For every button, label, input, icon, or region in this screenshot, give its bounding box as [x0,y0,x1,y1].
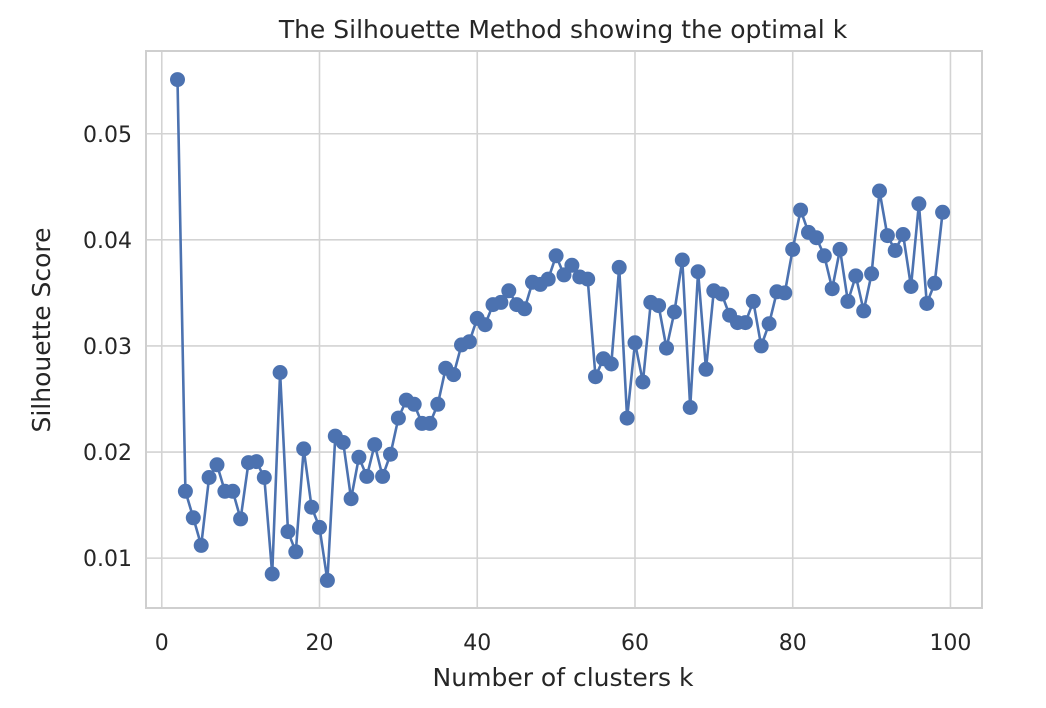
data-point [737,315,753,331]
data-point [698,361,714,377]
data-point [367,437,383,453]
data-point [548,248,564,264]
data-point [383,446,398,462]
x-tick-label: 100 [929,631,971,656]
data-point [304,499,320,515]
data-point [674,252,690,268]
data-point [611,259,627,275]
data-point [359,468,375,484]
data-point [225,483,241,499]
data-point [895,227,911,242]
data-point [911,196,927,212]
data-point [753,338,769,354]
data-point [761,316,777,332]
data-point [903,279,919,294]
data-point [501,283,517,299]
data-point [540,271,556,287]
data-point [690,264,706,280]
data-point [785,241,801,257]
data-point [335,435,351,450]
data-point [343,491,359,507]
data-point [296,441,312,457]
data-point [887,243,903,258]
data-point [177,483,193,499]
data-point [745,293,761,309]
data-point [793,202,809,218]
data-point [406,396,422,412]
data-point [935,204,951,220]
data-point [666,304,682,320]
chart-title: The Silhouette Method showing the optima… [278,15,848,44]
data-point [832,241,848,257]
x-axis-label: Number of clusters k [433,663,694,692]
data-point [603,356,619,372]
data-point [422,415,438,431]
data-point [840,293,856,309]
data-point [477,317,493,333]
x-tick-label: 40 [463,631,491,656]
data-point [233,511,249,527]
data-point [808,230,824,246]
y-tick-label: 0.04 [83,229,132,254]
plot-frame [145,50,983,609]
data-point [390,410,406,426]
data-point [588,369,603,385]
y-tick-label: 0.05 [83,123,132,148]
data-point [651,298,667,314]
data-point [856,303,872,319]
y-tick-label: 0.03 [83,335,132,360]
x-tick-label: 60 [621,631,649,656]
data-point [288,544,304,560]
y-tick-label: 0.02 [83,441,132,466]
data-point [493,294,509,310]
grid-lines [146,51,982,608]
data-point [351,449,367,465]
data-point [170,72,185,88]
data-point [193,537,209,553]
x-tick-label: 20 [306,631,334,656]
data-point [714,286,730,302]
x-tick-label: 0 [155,631,169,656]
data-point [635,374,651,390]
data-point [312,519,327,535]
data-point [580,271,596,287]
data-point [619,410,635,426]
data-point [627,335,643,351]
data-point [201,470,217,485]
data-point [848,268,864,284]
data-point [264,566,280,582]
x-axis-ticks: 0 20 40 60 80 100 [155,631,972,656]
data-point [927,275,943,291]
y-axis-ticks: 0.01 0.02 0.03 0.04 0.05 [83,123,132,572]
data-point [564,257,580,273]
data-point [816,248,832,264]
data-point [446,367,462,383]
data-points [170,72,951,588]
data-point [659,340,674,356]
data-point [682,400,698,415]
data-point [209,457,225,473]
data-point [879,228,895,244]
data-point [777,285,793,301]
data-point [248,454,264,470]
y-axis-label: Silhouette Score [27,227,56,432]
data-point [430,396,446,412]
data-point [272,365,288,380]
data-point [461,334,477,350]
data-point [872,183,887,199]
data-point [256,470,272,485]
y-tick-label: 0.01 [83,547,132,572]
x-tick-label: 80 [779,631,807,656]
data-point [864,266,880,282]
data-point [280,524,296,540]
data-point [824,281,840,297]
data-point [319,572,335,588]
data-point [517,301,533,317]
data-point [185,510,201,526]
data-point [375,468,391,484]
series-line [176,79,944,582]
data-point [919,296,935,311]
